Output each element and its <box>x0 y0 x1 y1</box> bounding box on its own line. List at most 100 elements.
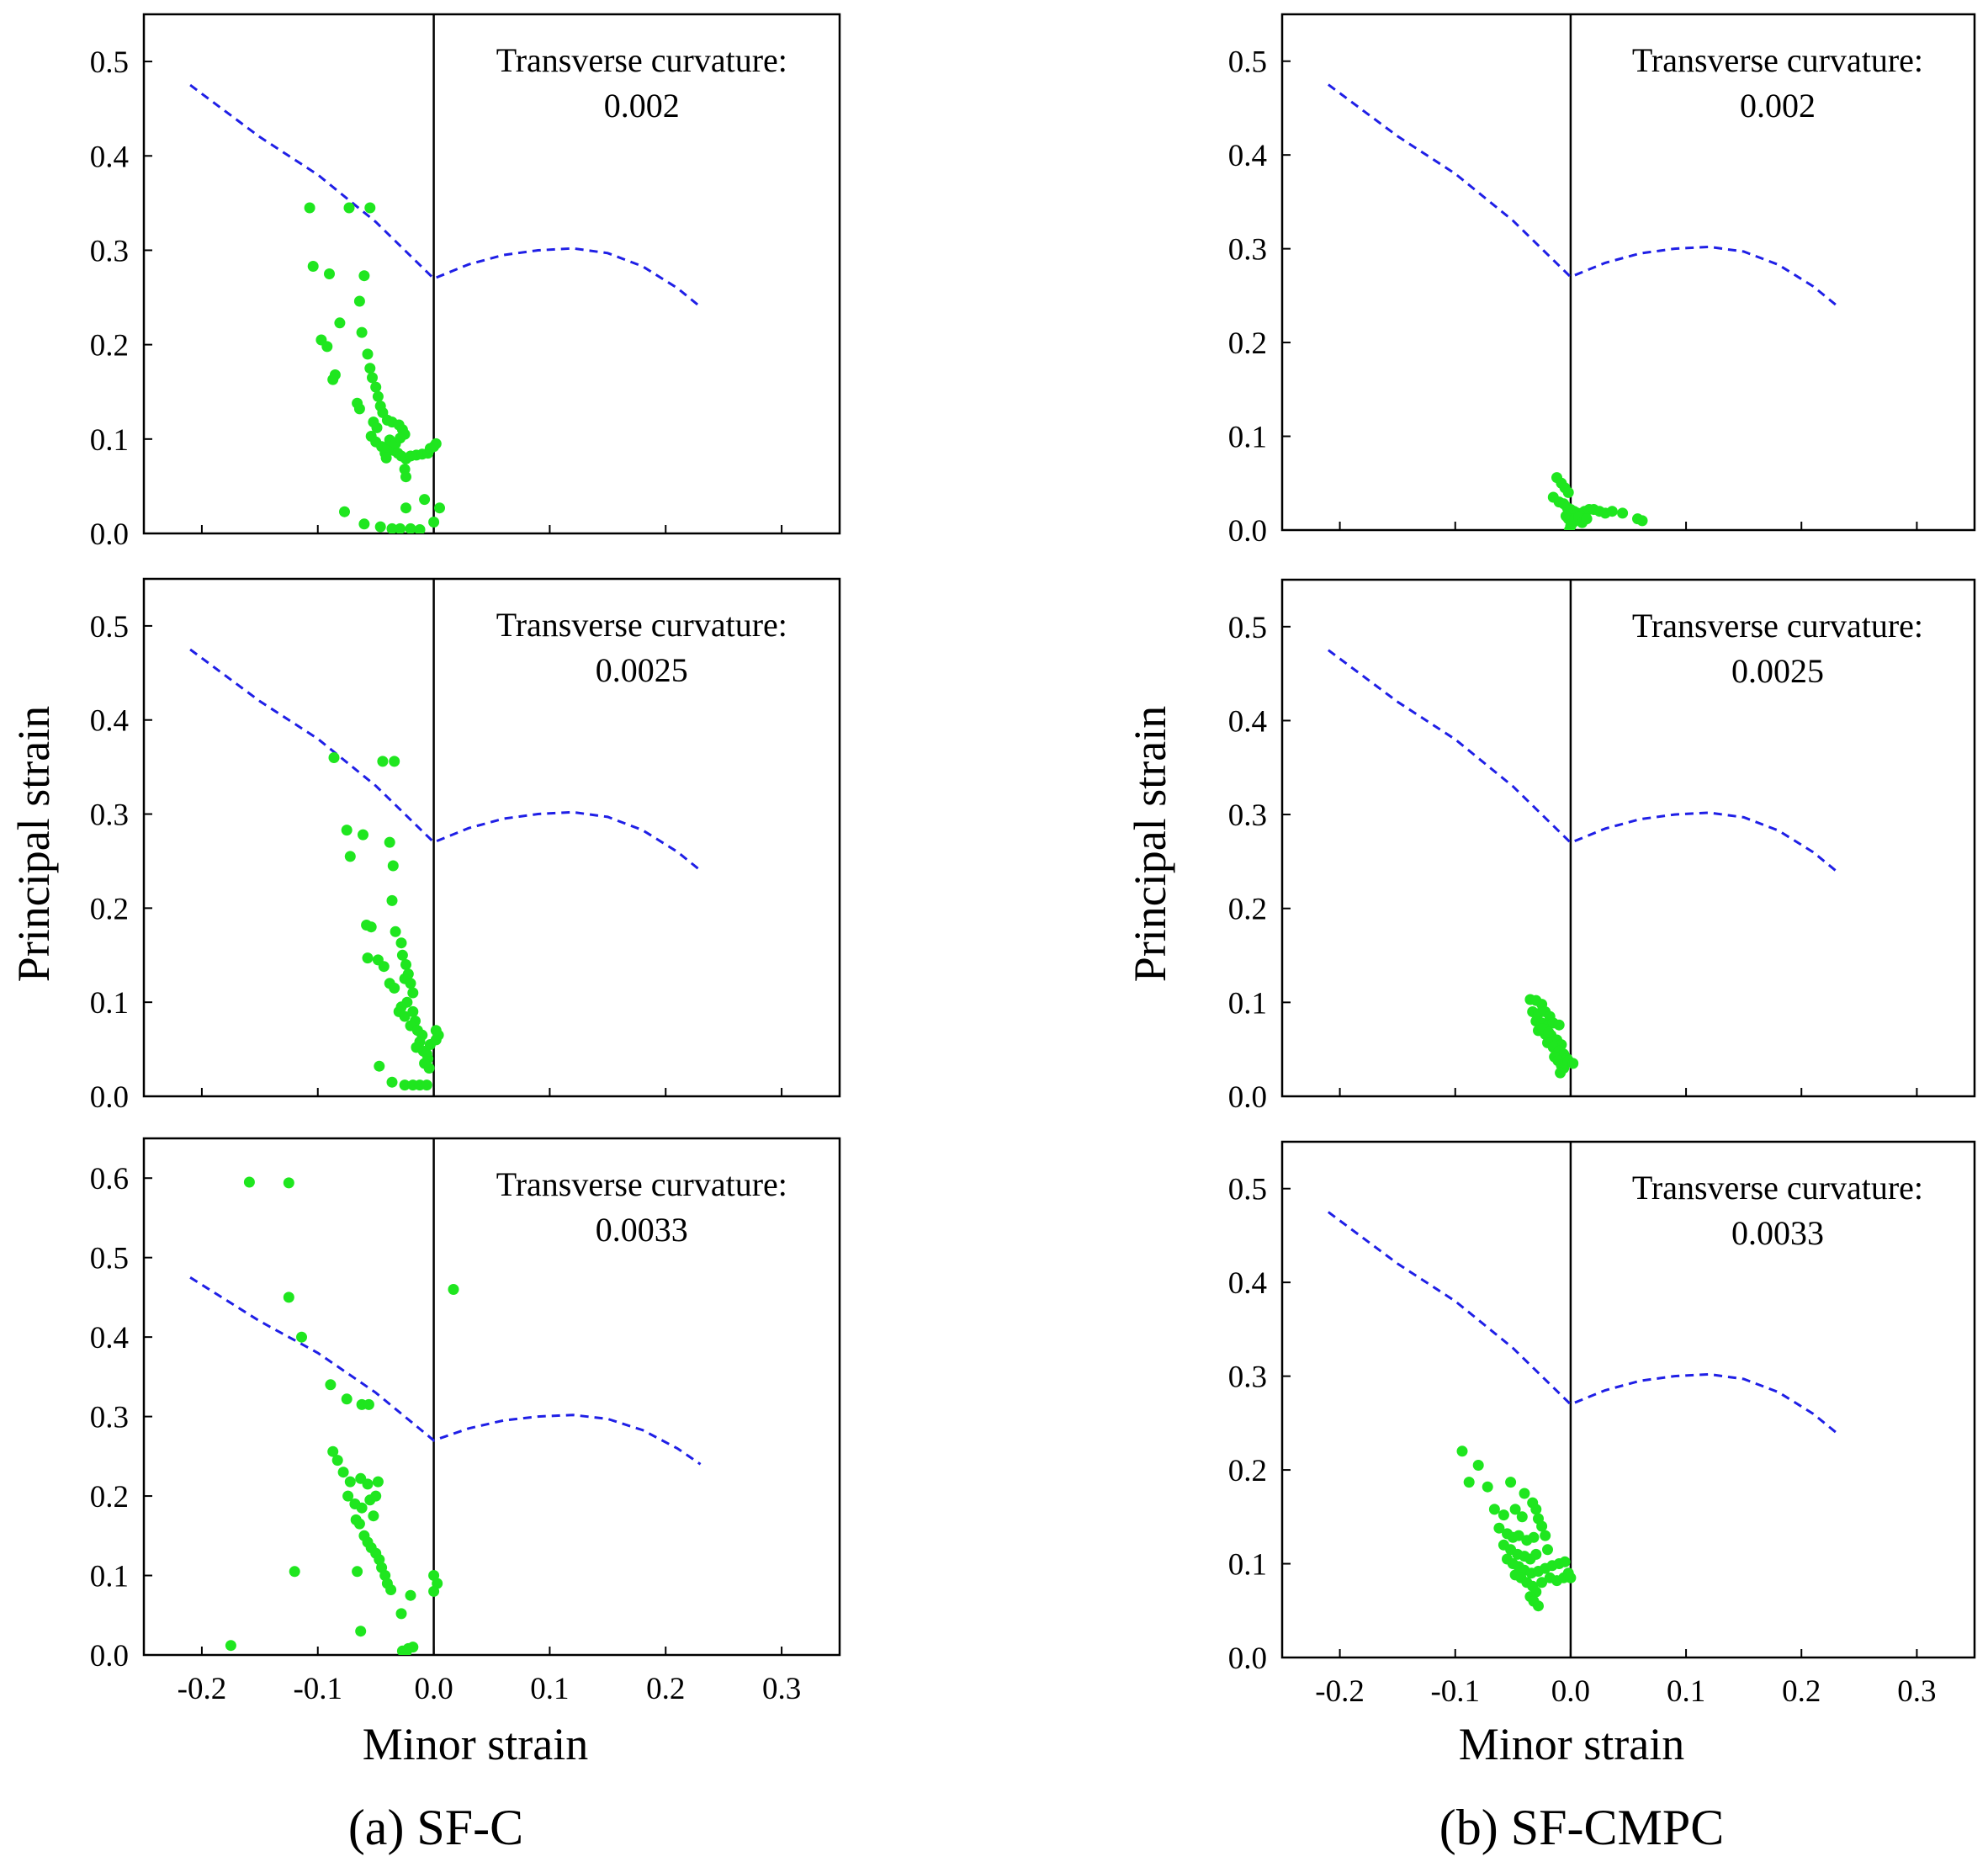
data-point <box>356 326 368 338</box>
x-axis-label-left: Minor strain <box>363 1719 588 1769</box>
data-point <box>1553 1019 1565 1031</box>
x-tick-label: -0.2 <box>178 1672 227 1706</box>
data-point <box>225 1640 236 1652</box>
data-point <box>400 471 411 483</box>
y-tick-label: 0.2 <box>90 329 129 363</box>
data-point <box>399 1079 411 1091</box>
data-point <box>358 518 370 530</box>
data-point <box>1536 1520 1548 1532</box>
y-tick-label: 0.0 <box>1228 1080 1267 1115</box>
data-point <box>1509 1504 1521 1515</box>
y-tick-label: 0.2 <box>90 892 129 926</box>
data-point <box>390 926 401 937</box>
data-point <box>1493 1522 1505 1534</box>
y-axis-label-left: Principal strain <box>8 706 59 982</box>
data-point <box>400 959 411 970</box>
x-tick-label: -0.1 <box>1430 1674 1480 1709</box>
data-point <box>307 261 319 272</box>
annotation-label: Transverse curvature: <box>1632 1169 1923 1207</box>
x-tick-label: 0.2 <box>646 1672 685 1706</box>
y-tick-label: 0.1 <box>1228 421 1267 455</box>
data-point <box>1505 1477 1517 1488</box>
data-point <box>372 1476 384 1488</box>
data-point <box>1581 513 1593 525</box>
data-point <box>353 1518 365 1530</box>
data-point <box>1530 1548 1542 1560</box>
data-point <box>344 851 356 862</box>
data-point <box>434 502 445 514</box>
data-point <box>389 982 400 994</box>
y-tick-label: 0.4 <box>90 704 129 739</box>
panel-SF-C-0.0033: -0.2 -0.1 0.0 0.1 0.2 0.3 0.0 0.1 0.2 0.3 0.4 0.5 0.… <box>90 1137 841 1706</box>
panel-SF-CMPC-0.0033: -0.2 -0.1 0.0 0.1 0.2 0.3 0.0 0.1 0.2 0.3 0.4 0.5 Tr… <box>1228 1140 1976 1709</box>
data-point <box>370 381 382 393</box>
data-point <box>344 1476 356 1488</box>
plot-frame <box>142 13 841 535</box>
data-point <box>378 961 390 973</box>
data-point <box>325 1379 337 1391</box>
data-point <box>324 268 335 279</box>
data-point <box>364 363 376 374</box>
x-tick-label: 0.1 <box>530 1672 569 1706</box>
scatter-series <box>1547 472 1648 530</box>
scatter-series <box>328 752 444 1091</box>
data-point <box>364 202 376 214</box>
data-point <box>389 756 400 767</box>
data-point <box>1536 1577 1548 1589</box>
data-point <box>368 1510 379 1522</box>
y-tick-label: 0.1 <box>1228 986 1267 1021</box>
data-point <box>331 1455 343 1467</box>
y-tick-label: 0.3 <box>90 1401 129 1435</box>
y-axis-label-right: Principal strain <box>1125 706 1175 982</box>
data-point <box>384 836 395 848</box>
panel-SF-C-0.0025: 0.0 0.1 0.2 0.3 0.4 0.5 Transverse curvature: 0… <box>90 577 841 1115</box>
data-point <box>342 1490 354 1502</box>
data-point <box>1543 1026 1555 1038</box>
data-point <box>1472 1460 1484 1471</box>
data-point <box>1498 1509 1509 1521</box>
y-tick-label: 0.3 <box>1228 233 1267 268</box>
data-point <box>367 372 378 384</box>
data-point <box>405 978 416 989</box>
y-tick-label: 0.5 <box>90 45 129 80</box>
data-point <box>334 317 346 329</box>
x-tick-label: 0.2 <box>1782 1674 1821 1709</box>
y-tick-label: 0.1 <box>90 986 129 1021</box>
x-tick-label: 0.3 <box>1897 1674 1936 1709</box>
data-point <box>1456 1445 1468 1457</box>
data-point <box>405 1589 416 1601</box>
data-point <box>1567 1058 1579 1069</box>
data-point <box>1636 515 1648 527</box>
data-point <box>341 1393 353 1405</box>
data-point <box>1513 1530 1524 1541</box>
y-tick-label: 0.3 <box>1228 798 1267 833</box>
panel-SF-C-0.002: 0.0 0.1 0.2 0.3 0.4 0.5 Transverse curvature: 0… <box>90 13 841 552</box>
data-point <box>386 894 398 906</box>
x-tick-label: -0.2 <box>1315 1674 1365 1709</box>
data-point <box>353 403 365 415</box>
scatter-series <box>1524 994 1579 1079</box>
annotation-value: 0.0025 <box>1731 652 1824 690</box>
data-point <box>343 202 355 214</box>
data-point <box>1606 506 1618 517</box>
annotation-label: Transverse curvature: <box>496 1165 787 1203</box>
data-point <box>374 521 386 533</box>
data-point <box>243 1176 255 1188</box>
data-point <box>395 432 406 444</box>
data-point <box>362 952 374 964</box>
y-tick-label: 0.2 <box>1228 1454 1267 1488</box>
data-point <box>356 1502 368 1514</box>
data-point <box>362 348 374 360</box>
data-point <box>289 1566 300 1578</box>
x-tick-label: 0.3 <box>762 1672 801 1706</box>
data-point <box>421 1079 432 1091</box>
x-tick-label: -0.1 <box>293 1672 342 1706</box>
data-point <box>352 1566 363 1578</box>
annotation-label: Transverse curvature: <box>1632 41 1923 79</box>
y-tick-label: 0.2 <box>1228 893 1267 927</box>
x-tick-label: 0.1 <box>1667 1674 1705 1709</box>
data-point <box>400 1647 411 1655</box>
y-tick-label: 0.5 <box>1228 45 1267 80</box>
data-point <box>1516 1511 1528 1523</box>
data-point <box>328 752 340 763</box>
